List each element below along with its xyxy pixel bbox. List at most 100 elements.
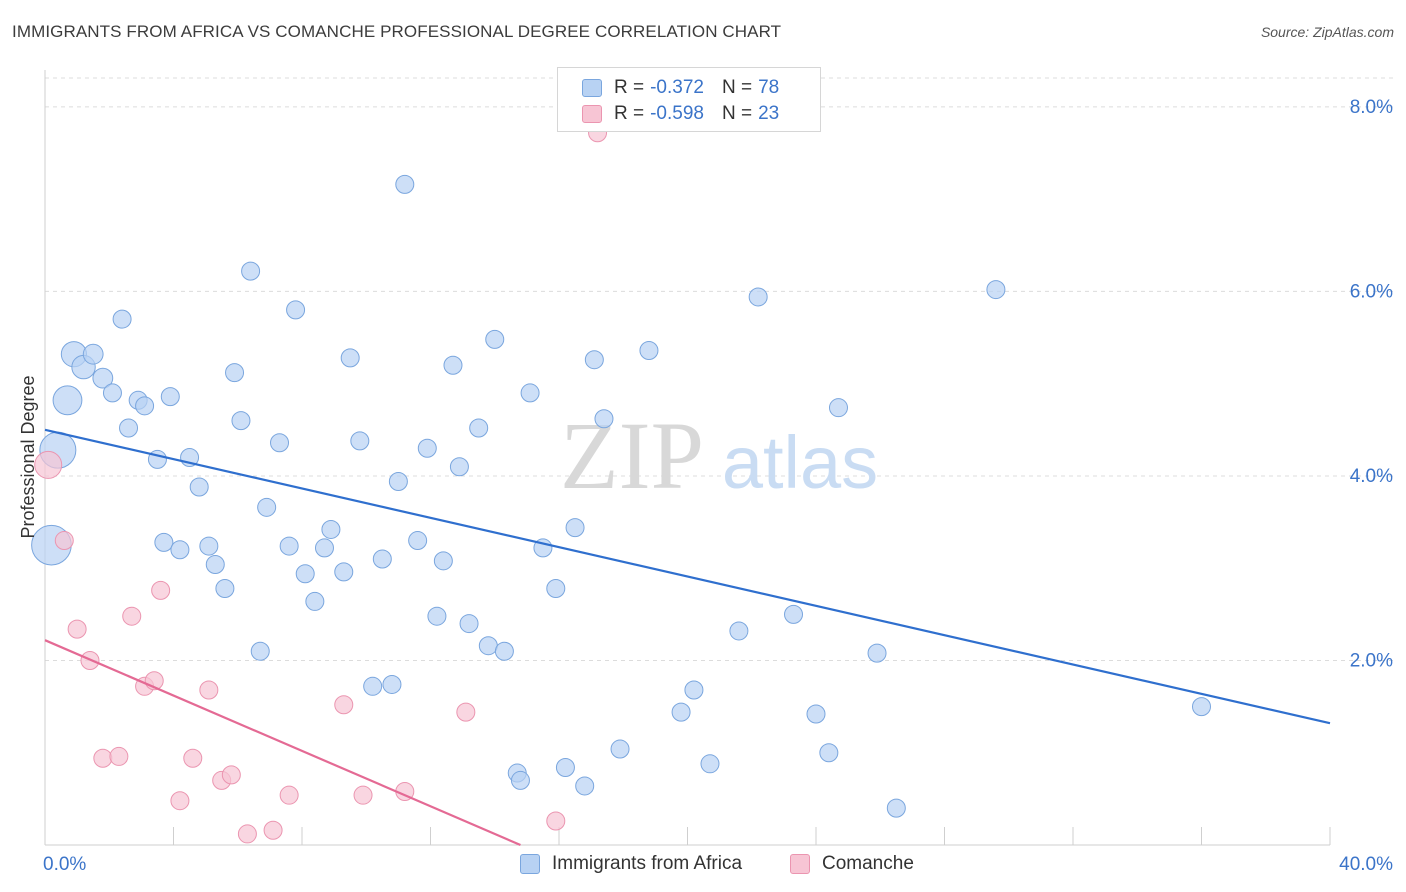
africa-point bbox=[82, 343, 104, 365]
africa-point bbox=[372, 549, 392, 569]
comanche-point bbox=[456, 702, 476, 722]
africa-point bbox=[270, 433, 290, 453]
y-tick-label: 4.0% bbox=[1350, 466, 1393, 487]
comanche-point bbox=[353, 785, 373, 805]
africa-point bbox=[565, 518, 585, 538]
africa-point bbox=[867, 643, 887, 663]
stats-legend: R = -0.372 N = 78 R = -0.598 N = 23 bbox=[557, 67, 821, 132]
africa-point bbox=[321, 519, 341, 539]
africa-point bbox=[417, 438, 437, 458]
africa-point bbox=[427, 606, 447, 626]
africa-trend-line bbox=[44, 428, 1331, 725]
africa-point bbox=[819, 743, 839, 763]
africa-point bbox=[135, 396, 155, 416]
x-tick-label: 40.0% bbox=[1339, 854, 1393, 875]
comanche-point bbox=[221, 765, 241, 785]
comanche-point bbox=[34, 450, 63, 479]
africa-point bbox=[575, 776, 595, 796]
africa-point bbox=[241, 261, 261, 281]
africa-point bbox=[485, 329, 505, 349]
comanche-swatch bbox=[582, 105, 602, 123]
africa-point bbox=[449, 457, 469, 477]
legend-r-value: -0.372 bbox=[650, 77, 704, 98]
y-tick-label: 6.0% bbox=[1350, 281, 1393, 302]
africa-point bbox=[257, 497, 277, 517]
legend-n-value: 23 bbox=[758, 103, 780, 124]
africa-point bbox=[828, 398, 848, 418]
africa-point bbox=[305, 591, 325, 611]
africa-point bbox=[684, 680, 704, 700]
africa-point bbox=[295, 564, 315, 584]
africa-point bbox=[610, 739, 630, 759]
africa-point bbox=[546, 579, 566, 599]
africa-point bbox=[382, 674, 402, 694]
africa-point bbox=[494, 641, 514, 661]
africa-point bbox=[388, 471, 408, 491]
africa-point bbox=[119, 418, 139, 438]
africa-point bbox=[986, 280, 1006, 300]
comanche-point bbox=[199, 680, 219, 700]
legend-r-label: R = bbox=[614, 77, 645, 98]
africa-legend-swatch bbox=[520, 854, 540, 874]
africa-point bbox=[170, 540, 190, 560]
y-axis-title: Professional Degree bbox=[18, 375, 38, 538]
comanche-legend-swatch bbox=[790, 854, 810, 874]
comanche-point bbox=[237, 824, 257, 844]
africa-point bbox=[215, 579, 235, 599]
legend-row-africa: R = -0.372 N = 78 bbox=[582, 74, 779, 102]
africa-point bbox=[1192, 697, 1211, 717]
legend-n-label: N = bbox=[721, 77, 753, 98]
africa-swatch bbox=[582, 79, 602, 97]
legend-n-label: N = bbox=[721, 103, 753, 124]
africa-point bbox=[363, 676, 383, 696]
legend-label-comanche: Comanche bbox=[822, 853, 914, 874]
africa-point bbox=[286, 300, 306, 320]
africa-point bbox=[408, 531, 428, 551]
africa-point bbox=[729, 621, 749, 641]
y-tick-label: 8.0% bbox=[1350, 97, 1393, 118]
africa-point bbox=[279, 536, 299, 556]
comanche-point bbox=[54, 531, 74, 551]
africa-point bbox=[350, 431, 370, 451]
watermark-atlas: atlas bbox=[722, 421, 878, 504]
africa-point bbox=[671, 702, 691, 722]
legend-item-africa: Immigrants from Africa bbox=[520, 852, 742, 876]
africa-point bbox=[700, 754, 720, 774]
africa-point bbox=[154, 532, 174, 552]
comanche-point bbox=[334, 695, 354, 715]
africa-point bbox=[584, 350, 604, 370]
africa-point bbox=[469, 418, 489, 438]
comanche-point bbox=[151, 580, 171, 600]
africa-point bbox=[555, 758, 575, 777]
africa-point bbox=[443, 355, 463, 375]
legend-r-label: R = bbox=[614, 103, 645, 124]
africa-point bbox=[199, 536, 219, 556]
africa-point bbox=[112, 309, 132, 329]
africa-point bbox=[478, 636, 498, 656]
comanche-point bbox=[170, 791, 190, 811]
legend-label-africa: Immigrants from Africa bbox=[552, 853, 743, 874]
africa-point bbox=[92, 367, 114, 389]
africa-point bbox=[784, 604, 804, 624]
chart-title: IMMIGRANTS FROM AFRICA VS COMANCHE PROFE… bbox=[12, 22, 782, 41]
africa-point bbox=[160, 387, 180, 407]
legend-n-value: 78 bbox=[758, 77, 780, 98]
africa-point bbox=[395, 174, 415, 194]
africa-point bbox=[806, 704, 826, 724]
africa-point bbox=[189, 477, 209, 497]
africa-point bbox=[594, 409, 614, 429]
africa-point bbox=[102, 383, 122, 403]
africa-point bbox=[225, 363, 245, 383]
legend-r-value: -0.598 bbox=[650, 103, 704, 124]
africa-point bbox=[231, 411, 251, 431]
comanche-point bbox=[109, 746, 129, 766]
comanche-point bbox=[546, 811, 566, 831]
legend-row-comanche: R = -0.598 N = 23 bbox=[582, 100, 779, 128]
africa-point bbox=[510, 770, 530, 790]
comanche-point bbox=[279, 785, 299, 805]
comanche-trend-line bbox=[44, 639, 521, 847]
africa-point bbox=[250, 641, 270, 661]
africa-point bbox=[205, 555, 225, 575]
source-label: Source: ZipAtlas.com bbox=[1260, 24, 1394, 40]
